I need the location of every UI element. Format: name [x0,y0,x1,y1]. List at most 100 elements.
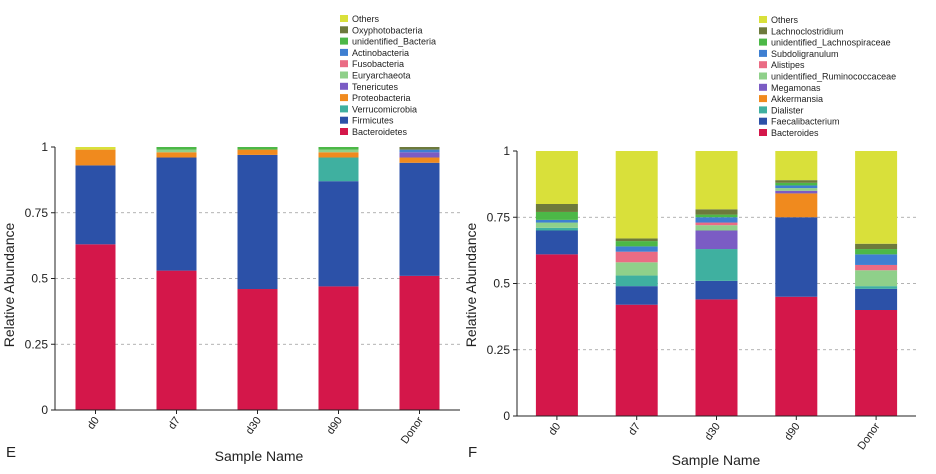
bar-f-Donor-Lachnoclostridium [855,243,898,250]
y-tick-label-f-3: 0.75 [487,210,511,224]
y-axis-label-e: Relative Abundance [1,223,17,348]
legend-swatch-f-Subdoligranulum [759,49,767,57]
legend-label-f-Lachnoclostridium: Lachnoclostridium [771,26,844,36]
bar-f-d7-Dialister [615,275,658,287]
bar-f-d30-Faecalibacterium [695,280,738,300]
x-tick-label-f-3: d90 [782,421,802,443]
bar-f-d90-unidentified_Ruminococcaceae [775,188,818,191]
legend-swatch-e-Actinobacteria [340,48,348,56]
y-tick-label-f-1: 0.25 [487,343,511,357]
gridlines-e [55,212,460,345]
legend-label-f-Subdoligranulum: Subdoligranulum [771,49,839,59]
bar-f-Donor-unidentified_Lachnospiraceae [855,249,898,255]
y-tick-label-f-0: 0 [503,409,510,423]
bar-f-d30-Lachnoclostridium [695,209,738,215]
panel-letter-f: F [468,444,477,461]
y-tick-label-e-3: 0.75 [25,206,49,220]
legend-label-e-Euryarchaeota: Euryarchaeota [352,71,411,81]
bar-f-d7-Bacteroides [615,304,658,416]
bar-f-d30-unidentified_Lachnospiraceae [695,214,738,218]
legend-swatch-e-Oxyphotobacteria [340,26,348,34]
bar-f-d90-Subdoligranulum [775,185,818,189]
legend-swatch-f-Dialister [759,106,767,114]
bar-f-d0-unidentified_Lachnospiraceae [535,211,578,220]
bar-e-d30-Firmicutes [237,154,278,290]
bar-f-d30-Subdoligranulum [695,217,738,223]
bar-f-d7-Lachnoclostridium [615,238,658,242]
legend-swatch-e-Verrucomicrobia [340,105,348,113]
bar-e-d0-Firmicutes [75,165,116,245]
legend-label-e-Fusobacteria: Fusobacteria [352,59,404,69]
y-tick-label-e-2: 0.5 [31,272,48,286]
bar-e-d90-Bacteroidetes [318,286,359,410]
bar-f-d0-Subdoligranulum [535,219,578,223]
bar-f-d90-Lachnoclostridium [775,180,818,183]
legend-label-e-Tenericutes: Tenericutes [352,82,399,92]
bar-f-d0-Dialister [535,227,578,231]
bar-f-d30-Megamonas [695,230,738,250]
bar-f-d0-Faecalibacterium [535,230,578,255]
bar-f-Donor-Others [855,151,898,244]
legend-label-e-unidentified_Bacteria: unidentified_Bacteria [352,37,436,47]
x-tick-label-e-3: d90 [325,415,345,437]
bar-e-d90-Euryarchaeota [318,149,359,153]
bar-e-d30-Proteobacteria [237,149,278,155]
legend-swatch-f-Akkermansia [759,95,767,103]
bar-f-d7-Subdoligranulum [615,246,658,252]
legend-label-e-Firmicutes: Firmicutes [352,116,394,126]
legend-swatch-e-Firmicutes [340,116,348,124]
legend-label-f-Megamonas: Megamonas [771,83,821,93]
legend-swatch-e-Fusobacteria [340,60,348,68]
bar-f-d7-unidentified_Ruminococcaceae [615,262,658,276]
bar-f-d90-Akkermansia [775,193,818,218]
bar-f-d7-Faecalibacterium [615,286,658,305]
bar-e-d7-Firmicutes [156,157,197,271]
y-ticks-f: 0 0.25 0.5 0.75 1 [487,144,517,423]
legend-swatch-e-Others [340,15,348,22]
y-tick-label-f-2: 0.5 [493,277,510,291]
legend-label-f-Others: Others [771,15,799,25]
x-tick-label-e-2: d30 [244,415,264,437]
y-tick-label-f-4: 1 [503,144,510,158]
legend-swatch-e-Euryarchaeota [340,71,348,79]
legend-label-e-Bacteroidetes: Bacteroidetes [352,127,408,137]
bar-e-Donor-Proteobacteria [399,157,440,163]
bar-e-Donor-Firmicutes [399,162,440,276]
legend-label-e-Oxyphotobacteria: Oxyphotobacteria [352,25,423,35]
x-ticks-f: d0 d7 d30 d90 Donor [547,416,883,452]
x-tick-label-f-0: d0 [547,421,564,438]
bar-f-d7-Others [615,151,658,239]
bar-f-d90-unidentified_Lachnospiraceae [775,182,818,186]
x-axis-label-f: Sample Name [672,452,761,468]
legend-label-f-unidentified_Ruminococcaceae: unidentified_Ruminococcaceae [771,72,896,82]
bar-f-Donor-unidentified_Ruminococcaceae [855,270,898,287]
x-tick-label-e-0: d0 [85,415,102,432]
bar-e-d0-Bacteroidetes [75,244,116,410]
bar-f-d30-Others [695,151,738,210]
bar-f-d0-Others [535,151,578,204]
bar-e-d0-Others [75,147,116,150]
bar-f-d0-Bacteroides [535,254,578,416]
bar-f-Donor-Bacteroides [855,310,898,416]
legend-label-f-Faecalibacterium: Faecalibacterium [771,117,840,127]
y-tick-label-e-4: 1 [41,140,48,154]
legend-swatch-f-Bacteroides [759,129,767,136]
legend-label-f-Alistipes: Alistipes [771,60,805,70]
legend-swatch-e-Tenericutes [340,82,348,90]
legend-label-f-Akkermansia: Akkermansia [771,94,823,104]
bar-f-d0-Lachnoclostridium [535,204,578,212]
panel-letter-e: E [6,444,16,461]
x-tick-label-e-4: Donor [399,415,426,447]
y-tick-label-e-0: 0 [41,403,48,417]
bar-e-Donor-Tenericutes [399,152,440,158]
bars-f [535,151,898,416]
bar-e-d0-Proteobacteria [75,149,116,166]
bar-f-Donor-Dialister [855,286,898,289]
bar-f-Donor-Faecalibacterium [855,288,898,310]
bar-f-d30-Dialister [695,249,738,281]
x-ticks-e: d0 d7 d30 d90 Donor [85,410,426,446]
bar-e-d30-Bacteroidetes [237,289,278,410]
